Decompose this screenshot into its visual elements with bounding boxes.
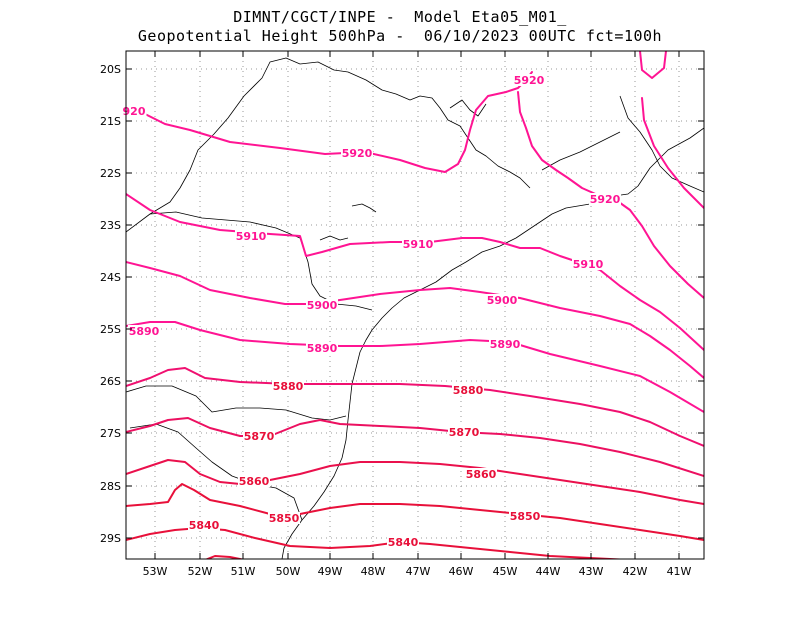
contour-5920-ne (639, 51, 667, 79)
lon-tick-label: 47W (406, 565, 431, 578)
contour-label-5880: 5880 (273, 380, 304, 393)
lat-tick-label: 20S (100, 63, 121, 76)
contour-label-bg (572, 258, 604, 270)
contour-label-5850: 5850 (269, 512, 300, 525)
contour-label-bg (589, 193, 621, 205)
chart-title-line-2: Geopotential Height 500hPa - 06/10/2023 … (137, 27, 663, 45)
contour-5920-ne2 (641, 97, 704, 209)
contour-label-bg (465, 468, 497, 480)
contour-5910 (126, 193, 704, 351)
axis-ticks (126, 51, 704, 559)
contour-label-5880: 5880 (453, 384, 484, 397)
map-frame (125, 50, 705, 560)
lat-tick-label: 29S (100, 532, 121, 545)
contour-label-5910: 5910 (236, 230, 267, 243)
lon-tick-label: 44W (536, 565, 561, 578)
inland-border-3 (126, 385, 347, 421)
contour-label-5920: 5920 (514, 74, 545, 87)
contour-label-5890: 5890 (307, 342, 338, 355)
axis-tick-labels: 20S 21S 22S 23S 24S 25S 26S 27S 28S 29S 53W 52W 51W 5… (100, 63, 692, 578)
lat-tick-label: 21S (100, 115, 121, 128)
contour-5920-east (517, 91, 704, 299)
contour-label-bg (238, 475, 270, 487)
contour-label-bg (306, 299, 338, 311)
contour-labels: 920 5920 5920 5920 5910 5910 5910 5900 5900 5890 5… (121, 74, 621, 549)
graticule (126, 51, 704, 559)
contour-label-bg (235, 230, 267, 242)
lat-tick-label: 26S (100, 375, 121, 388)
lat-tick-label: 22S (100, 167, 121, 180)
reservoir-1 (351, 203, 377, 213)
contour-5920-west (126, 71, 533, 173)
contour-label-bg (272, 380, 304, 392)
lon-tick-label: 48W (361, 565, 386, 578)
chart-title-line-1: DIMNT/CGCT/INPE - Model Eta05_M01_ (233, 8, 567, 26)
lat-tick-label: 23S (100, 219, 121, 232)
reservoir-2 (319, 235, 349, 241)
contour-5890 (126, 321, 704, 413)
contour-label-5920: 920 (123, 105, 146, 118)
height-contours (126, 51, 704, 559)
lon-tick-label: 42W (623, 565, 648, 578)
contour-label-bg (509, 510, 541, 522)
contour-label-5920: 5920 (342, 147, 373, 160)
contour-label-5840: 5840 (388, 536, 419, 549)
contour-label-5890: 5890 (129, 325, 160, 338)
contour-label-bg (243, 430, 275, 442)
contour-5870 (126, 417, 704, 477)
contour-label-5910: 5910 (403, 238, 434, 251)
lon-tick-label: 43W (579, 565, 604, 578)
contour-5880 (126, 367, 704, 447)
contour-label-bg (402, 238, 434, 250)
inland-border-5 (619, 95, 704, 193)
contour-label-5870: 5870 (449, 426, 480, 439)
contour-label-5890: 5890 (490, 338, 521, 351)
contour-5900 (126, 261, 704, 379)
contour-label-5920: 5920 (590, 193, 621, 206)
contour-label-bg (387, 536, 419, 548)
contour-label-bg (128, 325, 160, 337)
contour-label-bg (306, 342, 338, 354)
contour-label-5860: 5860 (466, 468, 497, 481)
contour-5850 (126, 483, 704, 541)
inland-border-6 (541, 131, 621, 171)
inland-border-1 (126, 57, 531, 233)
lon-tick-label: 45W (493, 565, 518, 578)
contour-5840 (126, 527, 631, 559)
inland-border-4 (129, 423, 303, 521)
lat-tick-label: 25S (100, 323, 121, 336)
lon-tick-label: 49W (318, 565, 343, 578)
contour-label-5860: 5860 (239, 475, 270, 488)
lon-tick-label: 53W (143, 565, 168, 578)
contour-5860 (126, 459, 704, 505)
lon-tick-label: 51W (231, 565, 256, 578)
lon-tick-label: 46W (449, 565, 474, 578)
contour-label-5910: 5910 (573, 258, 604, 271)
contour-label-5900: 5900 (487, 294, 518, 307)
lon-tick-label: 52W (188, 565, 213, 578)
contour-label-5850: 5850 (510, 510, 541, 523)
lon-tick-label: 50W (276, 565, 301, 578)
contour-label-5870: 5870 (244, 430, 275, 443)
coastline-and-borders (126, 57, 704, 559)
lat-tick-label: 24S (100, 271, 121, 284)
lon-tick-label: 41W (667, 565, 692, 578)
contour-label-bg (486, 294, 518, 306)
reservoir-3 (449, 99, 487, 117)
contour-label-bg (448, 426, 480, 438)
contour-label-bg (513, 74, 545, 86)
lat-tick-label: 28S (100, 480, 121, 493)
contour-label-bg (489, 338, 521, 350)
contour-label-bg (268, 512, 300, 524)
contour-label-bg (188, 519, 220, 531)
contour-label-5900: 5900 (307, 299, 338, 312)
inland-border-2 (149, 211, 373, 311)
contour-label-bg (341, 147, 373, 159)
contour-label-5840: 5840 (189, 519, 220, 532)
lat-tick-label: 27S (100, 427, 121, 440)
contour-label-bg (452, 384, 484, 396)
contour-label-bg (121, 105, 147, 117)
